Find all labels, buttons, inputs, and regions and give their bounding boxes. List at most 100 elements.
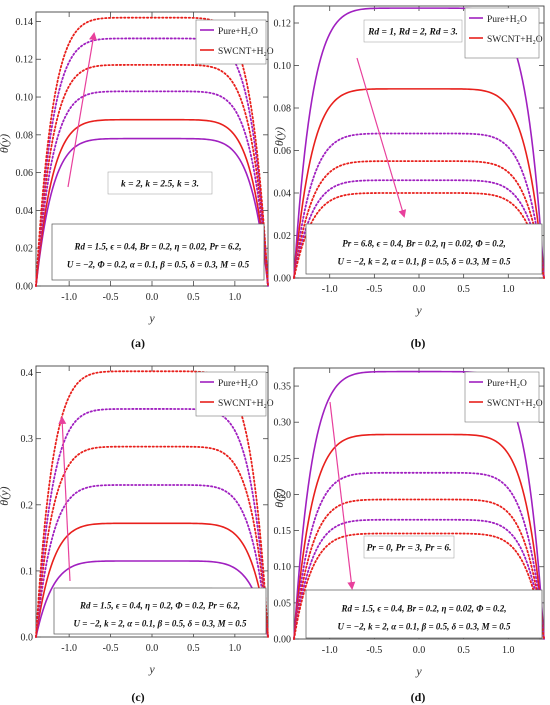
y-tick-label: 0.12 <box>16 55 34 66</box>
parameters-box <box>53 587 267 635</box>
y-tick-label: 0.02 <box>274 231 292 242</box>
legend-label: Pure+H₂O <box>218 27 258 37</box>
chart-panel-c: -1.0 -0.5 0.0 0.5 1.0 0.0 0.1 0.2 0.3 0.4 y θ(y) Pur… <box>0 365 274 704</box>
varied-param-box <box>363 19 463 43</box>
x-tick-label: 0.0 <box>146 292 159 303</box>
y-tick-label: 0.10 <box>16 93 34 104</box>
series-line-3 <box>35 90 269 287</box>
trend-arrow <box>58 416 71 582</box>
y-tick-label: 0.04 <box>274 189 292 200</box>
varied-param-label: Pr = 0, Pr = 3, Pr = 6. <box>366 544 451 554</box>
y-tick-label: 0.12 <box>274 19 292 30</box>
y-axis-label: θ(y) <box>0 134 11 153</box>
x-tick-label: 0.5 <box>457 645 470 656</box>
legend-label: Pure+H₂O <box>487 15 527 25</box>
parameters-box <box>51 223 265 281</box>
x-tick-label: -1.0 <box>61 292 77 303</box>
panel-letter: (c) <box>131 690 144 704</box>
chart-panel-d: -1.0 -0.5 0.0 0.5 1.0 0.00 0.05 0.10 0.15 0.20 0.2… <box>272 367 545 704</box>
panel-letter: (a) <box>131 336 145 350</box>
parameters-line: U = −2, Φ = 0.2, α = 0.1, β = 0.5, δ = 0… <box>67 260 250 270</box>
parameters-line: U = −2, k = 2, α = 0.1, β = 0.5, δ = 0.3… <box>338 257 511 267</box>
series-line-4 <box>35 445 269 638</box>
legend-label: Pure+H₂O <box>218 379 258 389</box>
parameters-box <box>305 223 543 275</box>
x-tick-label: 0.0 <box>413 284 426 295</box>
y-tick-label: 0.4 <box>21 368 34 379</box>
panel-letter: (b) <box>411 336 426 350</box>
legend-label: SWCNT+H₂O <box>218 399 274 409</box>
series-line-5 <box>35 37 269 287</box>
x-tick-label: -0.5 <box>366 284 382 295</box>
series-line-6 <box>293 532 545 640</box>
y-tick-label: 0.35 <box>274 382 292 393</box>
legend-label: SWCNT+H₂O <box>218 47 274 57</box>
parameters-line: Rd = 1.5, ϵ = 0.4, Br = 0.2, η = 0.02, Φ… <box>340 604 506 614</box>
x-axis-label: y <box>415 303 422 317</box>
x-tick-label: -1.0 <box>61 643 77 654</box>
series-line-1 <box>35 560 269 638</box>
series-line-4 <box>293 498 545 640</box>
x-tick-label: 1.0 <box>229 643 242 654</box>
x-axis-label: y <box>415 664 422 678</box>
legend-box <box>195 19 267 65</box>
x-tick-label: 0.5 <box>187 292 200 303</box>
trend-arrow <box>67 32 97 188</box>
trend-arrow <box>356 57 407 218</box>
panel-letter: (d) <box>411 690 426 704</box>
trend-arrow <box>329 401 356 590</box>
x-tick-label: -0.5 <box>103 292 119 303</box>
legend-label: SWCNT+H₂O <box>487 399 543 409</box>
parameters-line: Pr = 6.8, ϵ = 0.4, Br = 0.2, η = 0.02, Φ… <box>342 239 506 249</box>
y-tick-label: 0.06 <box>16 168 34 179</box>
y-axis-label: θ(y) <box>272 127 286 146</box>
x-tick-label: 1.0 <box>502 284 515 295</box>
parameters-line: Rd = 1.5, ϵ = 0.4, η = 0.2, Φ = 0.2, Pr … <box>79 601 240 611</box>
y-tick-label: 0.05 <box>274 598 292 609</box>
y-axis-label: θ(y) <box>0 486 11 505</box>
varied-param-box <box>363 535 455 559</box>
legend-label: Pure+H₂O <box>487 379 527 389</box>
x-tick-label: 1.0 <box>229 292 242 303</box>
legend-box <box>464 7 540 59</box>
y-tick-label: 0.08 <box>274 104 292 115</box>
series-line-2 <box>35 118 269 287</box>
x-tick-label: 0.0 <box>146 643 159 654</box>
x-tick-label: -1.0 <box>322 645 338 656</box>
x-tick-label: 0.0 <box>413 645 426 656</box>
parameters-box <box>305 589 543 639</box>
series-line-2 <box>35 522 269 638</box>
chart-panel-b: -1.0 -0.5 0.0 0.5 1.0 0.00 0.02 0.04 0.06 0.08 0.1… <box>272 5 545 350</box>
legend-label: SWCNT+H₂O <box>487 35 543 45</box>
series-line-3 <box>293 132 545 279</box>
x-tick-label: -1.0 <box>322 284 338 295</box>
y-tick-label: 0.00 <box>16 282 34 293</box>
x-tick-label: -0.5 <box>103 643 119 654</box>
y-tick-label: 0.08 <box>16 130 34 141</box>
varied-param-box <box>107 171 213 195</box>
y-tick-label: 0.20 <box>274 490 292 501</box>
x-tick-label: 0.5 <box>457 284 470 295</box>
x-tick-label: -0.5 <box>366 645 382 656</box>
y-tick-label: 0.04 <box>16 206 34 217</box>
parameters-line: U = −2, k = 2, α = 0.1, β = 0.5, δ = 0.3… <box>74 619 247 629</box>
x-tick-label: 1.0 <box>502 645 515 656</box>
series-line-4 <box>293 160 545 279</box>
series-line-5 <box>35 408 269 638</box>
x-tick-label: 0.5 <box>187 643 200 654</box>
parameters-line: U = −2, k = 2, α = 0.1, β = 0.5, δ = 0.3… <box>338 622 511 632</box>
legend-box <box>464 371 540 423</box>
series-line-5 <box>293 518 545 640</box>
series-line-2 <box>293 88 545 279</box>
parameters-line: Rd = 1.5, ϵ = 0.4, Br = 0.2, η = 0.02, P… <box>74 242 242 252</box>
series-line-5 <box>293 179 545 279</box>
y-tick-label: 0.3 <box>21 434 34 445</box>
legend-box <box>195 371 267 417</box>
chart-panel-a: -1.0 -0.5 0.0 0.5 1.0 0.00 0.02 0.04 0.06 0.08 0.1… <box>0 11 274 350</box>
series-line-3 <box>35 484 269 638</box>
series-line-3 <box>293 471 545 640</box>
y-tick-label: 0.15 <box>274 526 292 537</box>
y-tick-label: 0.10 <box>274 61 292 72</box>
series-line-4 <box>35 64 269 287</box>
varied-param-label: k = 2, k = 2.5, k = 3. <box>121 180 199 190</box>
